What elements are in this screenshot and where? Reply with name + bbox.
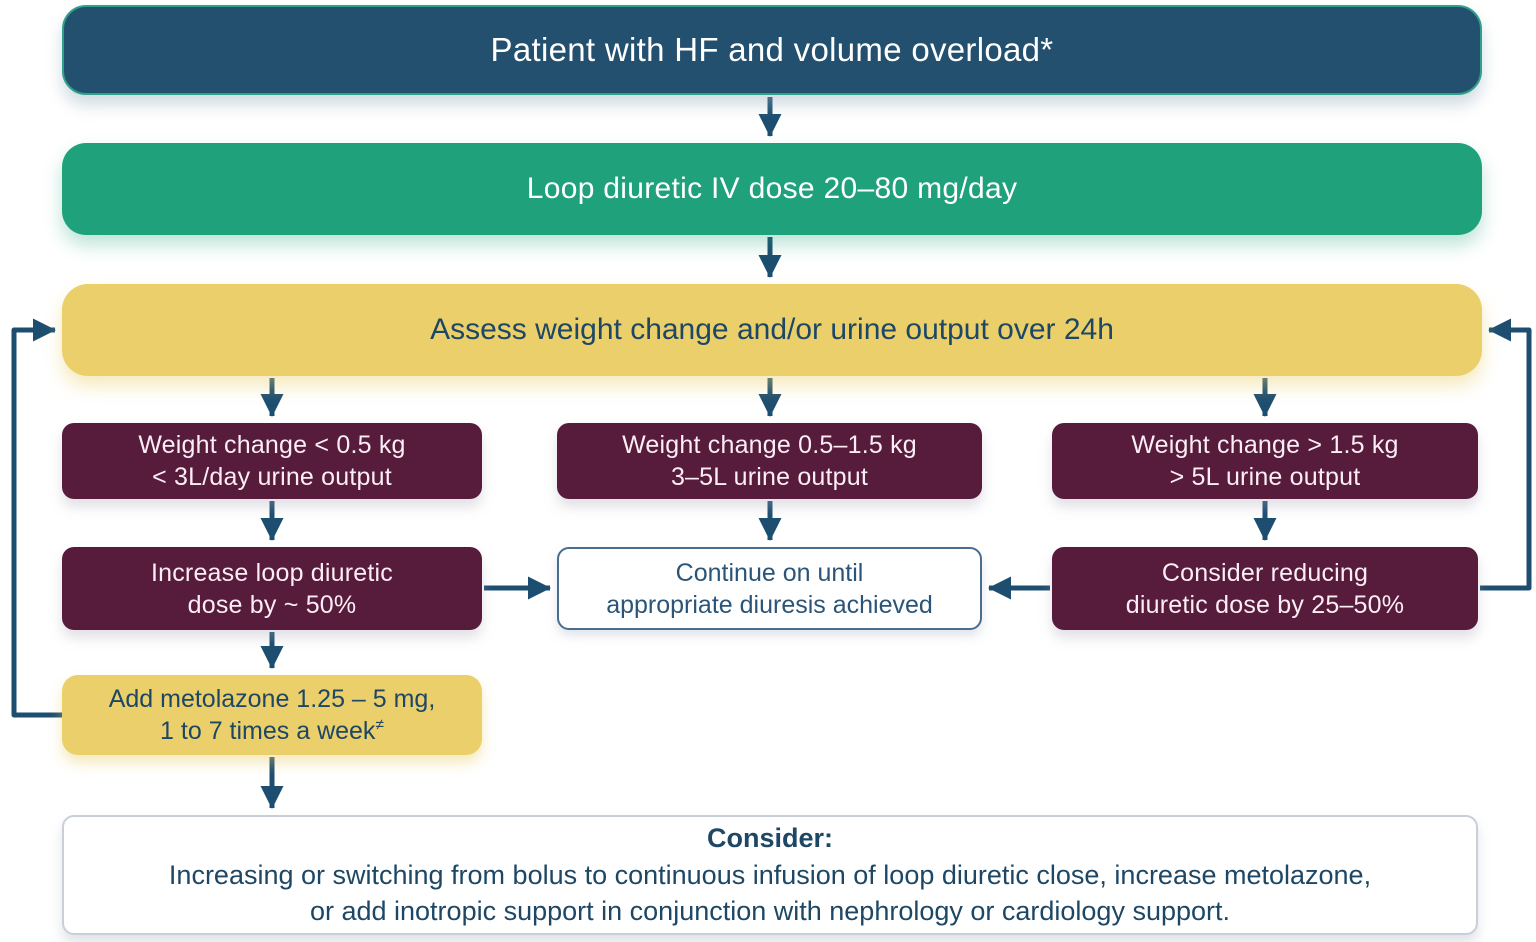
node-continue-diuresis: Continue on until appropriate diuresis a… — [557, 547, 982, 630]
node-line: < 3L/day urine output — [152, 463, 392, 491]
node-loop-diuretic-dose: Loop diuretic IV dose 20–80 mg/day — [62, 143, 1482, 235]
node-label: Assess weight change and/or urine output… — [430, 312, 1114, 346]
node-line: Increase loop diuretic — [150, 558, 394, 587]
node-line: Weight change 0.5–1.5 kg — [622, 431, 917, 459]
arrow-loopback-right — [1480, 318, 1532, 591]
footer-line: Increasing or switching from bolus to co… — [168, 859, 1372, 890]
node-line: 1 to 7 times a week≠ — [160, 716, 384, 745]
node-line: Add metolazone 1.25 – 5 mg, — [108, 685, 436, 713]
node-weight-change-high: Weight change > 1.5 kg > 5L urine output — [1052, 423, 1478, 499]
footer-heading: Consider: — [706, 822, 833, 853]
node-weight-change-low: Weight change < 0.5 kg < 3L/day urine ou… — [62, 423, 482, 499]
node-line: appropriate diuresis achieved — [606, 590, 933, 619]
node-line: dose by ~ 50% — [187, 590, 357, 619]
node-consider-footer: Consider: Increasing or switching from b… — [62, 815, 1478, 935]
node-line: Continue on until — [675, 558, 864, 587]
node-label: Patient with HF and volume overload* — [490, 30, 1054, 68]
node-line: Weight change < 0.5 kg — [138, 431, 406, 459]
node-line: 3–5L urine output — [670, 463, 869, 491]
node-increase-loop-diuretic: Increase loop diuretic dose by ~ 50% — [62, 547, 482, 630]
node-line: diuretic dose by 25–50% — [1125, 590, 1405, 619]
node-consider-reducing-dose: Consider reducing diuretic dose by 25–50… — [1052, 547, 1478, 630]
node-assess-weight-urine: Assess weight change and/or urine output… — [62, 284, 1482, 376]
node-line: Consider reducing — [1161, 558, 1369, 587]
footer-line: or add inotropic support in conjunction … — [309, 896, 1231, 927]
node-patient-hf: Patient with HF and volume overload* — [62, 5, 1482, 95]
footnote-mark: ≠ — [375, 716, 384, 734]
arrow-loopback-left — [11, 318, 62, 718]
node-label: Loop diuretic IV dose 20–80 mg/day — [526, 171, 1018, 205]
node-weight-change-mid: Weight change 0.5–1.5 kg 3–5L urine outp… — [557, 423, 982, 499]
node-line: > 5L urine output — [1169, 463, 1361, 491]
node-add-metolazone: Add metolazone 1.25 – 5 mg, 1 to 7 times… — [62, 675, 482, 755]
node-line: Weight change > 1.5 kg — [1131, 431, 1399, 459]
